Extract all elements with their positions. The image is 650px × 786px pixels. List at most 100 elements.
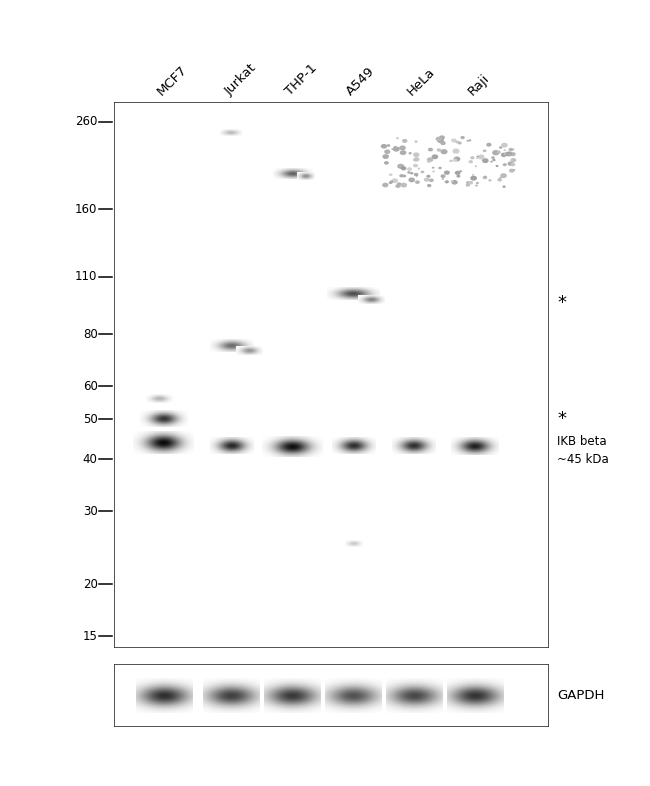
Ellipse shape [441, 149, 448, 154]
Ellipse shape [402, 139, 408, 143]
Ellipse shape [510, 163, 515, 167]
Ellipse shape [456, 174, 460, 178]
Text: *: * [557, 294, 566, 312]
Ellipse shape [451, 180, 458, 185]
Ellipse shape [416, 175, 418, 177]
Ellipse shape [460, 170, 462, 172]
Ellipse shape [454, 156, 460, 161]
Ellipse shape [389, 182, 393, 184]
Ellipse shape [415, 180, 420, 184]
Ellipse shape [453, 159, 457, 162]
Ellipse shape [508, 148, 514, 152]
Ellipse shape [475, 185, 478, 186]
Text: 80: 80 [83, 328, 98, 341]
Ellipse shape [513, 169, 515, 171]
Ellipse shape [451, 138, 456, 142]
Ellipse shape [400, 166, 406, 171]
Text: 260: 260 [75, 116, 98, 128]
Ellipse shape [468, 181, 473, 185]
Ellipse shape [449, 160, 453, 162]
Ellipse shape [437, 138, 444, 143]
Ellipse shape [499, 177, 502, 178]
Text: A549: A549 [344, 64, 378, 98]
Ellipse shape [483, 176, 488, 179]
Ellipse shape [395, 184, 400, 188]
Ellipse shape [502, 185, 506, 188]
Text: 60: 60 [83, 380, 98, 393]
Ellipse shape [460, 136, 465, 139]
Ellipse shape [427, 157, 434, 162]
Ellipse shape [476, 182, 479, 184]
Text: IKB beta
~45 kDa: IKB beta ~45 kDa [557, 435, 609, 466]
Text: MCF7: MCF7 [155, 63, 190, 98]
Ellipse shape [504, 149, 506, 151]
Ellipse shape [476, 157, 478, 159]
Ellipse shape [441, 174, 445, 178]
Ellipse shape [497, 178, 502, 182]
Ellipse shape [470, 176, 477, 181]
Ellipse shape [509, 169, 515, 173]
Ellipse shape [399, 145, 406, 150]
Text: Raji: Raji [466, 72, 493, 98]
Ellipse shape [513, 149, 515, 150]
Ellipse shape [466, 181, 470, 184]
Ellipse shape [465, 183, 470, 187]
Text: 110: 110 [75, 270, 98, 284]
Ellipse shape [413, 163, 418, 167]
Ellipse shape [476, 156, 479, 157]
Ellipse shape [506, 152, 512, 156]
Ellipse shape [432, 154, 438, 160]
Text: 30: 30 [83, 505, 98, 518]
Ellipse shape [438, 167, 442, 169]
Text: GAPDH: GAPDH [557, 689, 604, 702]
Ellipse shape [408, 178, 415, 182]
Ellipse shape [455, 171, 461, 175]
Ellipse shape [470, 156, 474, 160]
Ellipse shape [500, 173, 507, 178]
Ellipse shape [428, 148, 433, 152]
Ellipse shape [402, 174, 406, 178]
Ellipse shape [472, 174, 474, 175]
Ellipse shape [397, 182, 401, 185]
Ellipse shape [382, 154, 389, 159]
Ellipse shape [414, 173, 419, 176]
Ellipse shape [413, 157, 420, 161]
Ellipse shape [400, 182, 407, 188]
Text: 20: 20 [83, 578, 98, 590]
Ellipse shape [474, 165, 477, 167]
Ellipse shape [455, 141, 459, 143]
Ellipse shape [490, 160, 493, 163]
Ellipse shape [495, 165, 499, 167]
Ellipse shape [450, 180, 453, 182]
Text: 50: 50 [83, 413, 98, 425]
Text: Jurkat: Jurkat [222, 61, 259, 98]
Ellipse shape [502, 163, 507, 166]
Ellipse shape [492, 159, 496, 161]
Text: *: * [557, 410, 566, 428]
Ellipse shape [417, 167, 421, 170]
Ellipse shape [407, 167, 412, 171]
Text: 160: 160 [75, 203, 98, 216]
Ellipse shape [467, 140, 469, 141]
Ellipse shape [497, 151, 501, 154]
Ellipse shape [508, 162, 514, 166]
Ellipse shape [442, 178, 444, 180]
Ellipse shape [510, 152, 515, 156]
Ellipse shape [444, 171, 450, 174]
Ellipse shape [389, 174, 393, 176]
Ellipse shape [407, 171, 411, 174]
Ellipse shape [432, 167, 435, 169]
Text: HeLa: HeLa [405, 65, 438, 98]
Ellipse shape [426, 174, 430, 178]
Ellipse shape [393, 146, 400, 152]
Ellipse shape [445, 180, 449, 183]
Text: THP-1: THP-1 [283, 61, 320, 98]
Ellipse shape [499, 146, 502, 149]
Ellipse shape [491, 156, 495, 159]
Ellipse shape [384, 161, 389, 164]
Ellipse shape [504, 152, 508, 155]
Ellipse shape [484, 176, 486, 178]
Ellipse shape [410, 172, 413, 174]
Ellipse shape [468, 139, 471, 141]
Ellipse shape [429, 178, 434, 182]
